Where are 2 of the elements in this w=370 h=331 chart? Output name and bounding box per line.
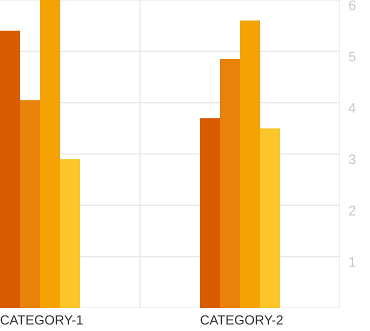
- x-tick-label: CATEGORY-1: [0, 315, 83, 325]
- x-tick-label: CATEGORY-2: [200, 315, 283, 325]
